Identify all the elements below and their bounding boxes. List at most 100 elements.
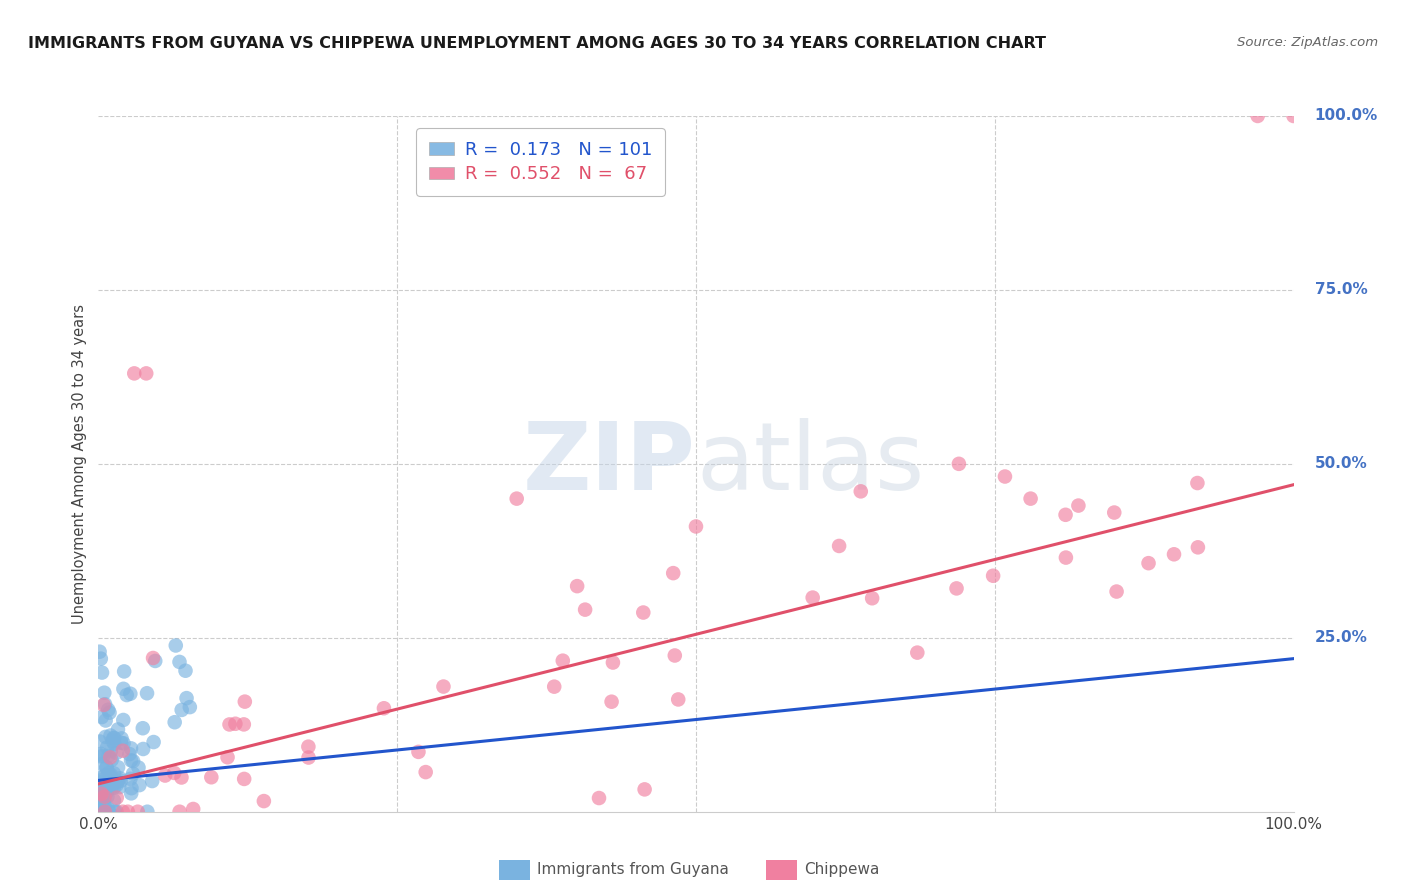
- Point: [633, 782, 655, 797]
- Point: [108, 772, 131, 786]
- Point: [860, 591, 883, 606]
- Point: [97, 749, 120, 764]
- Point: [89, 771, 111, 785]
- Point: [105, 746, 128, 760]
- Text: Immigrants from Guyana: Immigrants from Guyana: [537, 863, 728, 877]
- Point: [91, 772, 114, 787]
- Point: [666, 692, 689, 706]
- Point: [588, 791, 610, 805]
- Point: [176, 691, 198, 706]
- Text: atlas: atlas: [696, 417, 924, 510]
- Point: [432, 680, 454, 694]
- Point: [174, 664, 197, 678]
- Point: [170, 703, 193, 717]
- Point: [543, 680, 565, 694]
- Point: [602, 656, 624, 670]
- Point: [100, 744, 122, 758]
- Point: [96, 760, 118, 774]
- Point: [217, 750, 239, 764]
- Point: [93, 780, 115, 795]
- Point: [1163, 547, 1185, 561]
- Point: [94, 805, 117, 819]
- Point: [224, 716, 246, 731]
- Point: [107, 760, 129, 774]
- Point: [1054, 508, 1077, 522]
- Point: [135, 367, 157, 381]
- Point: [1067, 499, 1090, 513]
- Point: [87, 796, 110, 810]
- Point: [849, 484, 872, 499]
- Point: [633, 606, 655, 620]
- Point: [105, 790, 128, 805]
- Point: [163, 765, 186, 780]
- Point: [128, 778, 150, 792]
- Point: [112, 681, 135, 696]
- Point: [117, 805, 139, 819]
- Point: [551, 654, 574, 668]
- Point: [122, 754, 145, 768]
- Point: [103, 731, 125, 746]
- Text: 75.0%: 75.0%: [1315, 283, 1368, 297]
- Point: [90, 775, 112, 789]
- Point: [232, 717, 254, 731]
- Point: [94, 805, 117, 819]
- Point: [98, 805, 121, 819]
- Point: [297, 750, 319, 764]
- Point: [828, 539, 851, 553]
- Point: [169, 805, 191, 819]
- Point: [105, 805, 128, 819]
- Point: [100, 729, 122, 743]
- Point: [600, 695, 623, 709]
- Point: [120, 753, 142, 767]
- Point: [107, 775, 129, 789]
- Point: [89, 645, 111, 659]
- Text: Source: ZipAtlas.com: Source: ZipAtlas.com: [1237, 36, 1378, 49]
- Point: [1102, 506, 1125, 520]
- Point: [1187, 476, 1209, 491]
- Point: [98, 750, 121, 764]
- Point: [100, 767, 122, 781]
- Point: [93, 698, 115, 712]
- Point: [94, 730, 117, 744]
- Point: [101, 734, 124, 748]
- Point: [98, 706, 121, 720]
- Legend: R =  0.173   N = 101, R =  0.552   N =  67: R = 0.173 N = 101, R = 0.552 N = 67: [416, 128, 665, 196]
- Point: [112, 665, 135, 679]
- Point: [100, 753, 122, 767]
- Point: [90, 651, 112, 665]
- Point: [90, 787, 112, 801]
- Point: [153, 768, 176, 782]
- Point: [1137, 556, 1160, 570]
- Point: [165, 639, 187, 653]
- Point: [373, 701, 395, 715]
- Point: [96, 740, 118, 755]
- Point: [981, 568, 1004, 582]
- Point: [662, 566, 685, 581]
- Point: [801, 591, 824, 605]
- Point: [91, 665, 114, 680]
- Point: [103, 766, 125, 780]
- Point: [297, 739, 319, 754]
- Point: [1187, 541, 1209, 555]
- Point: [103, 780, 125, 795]
- Point: [94, 697, 117, 711]
- Point: [111, 744, 134, 758]
- Point: [179, 700, 201, 714]
- Text: Chippewa: Chippewa: [804, 863, 880, 877]
- Point: [98, 771, 121, 785]
- Text: ZIP: ZIP: [523, 417, 696, 510]
- Point: [87, 805, 110, 819]
- Point: [89, 790, 111, 805]
- Y-axis label: Unemployment Among Ages 30 to 34 years: Unemployment Among Ages 30 to 34 years: [72, 304, 87, 624]
- Point: [100, 778, 122, 792]
- Point: [90, 747, 112, 761]
- Point: [1054, 550, 1077, 565]
- Point: [120, 687, 142, 701]
- Point: [111, 805, 134, 819]
- Point: [107, 723, 129, 737]
- Point: [89, 734, 111, 748]
- Point: [181, 802, 204, 816]
- Point: [96, 782, 118, 797]
- Point: [1019, 491, 1042, 506]
- Point: [142, 651, 165, 665]
